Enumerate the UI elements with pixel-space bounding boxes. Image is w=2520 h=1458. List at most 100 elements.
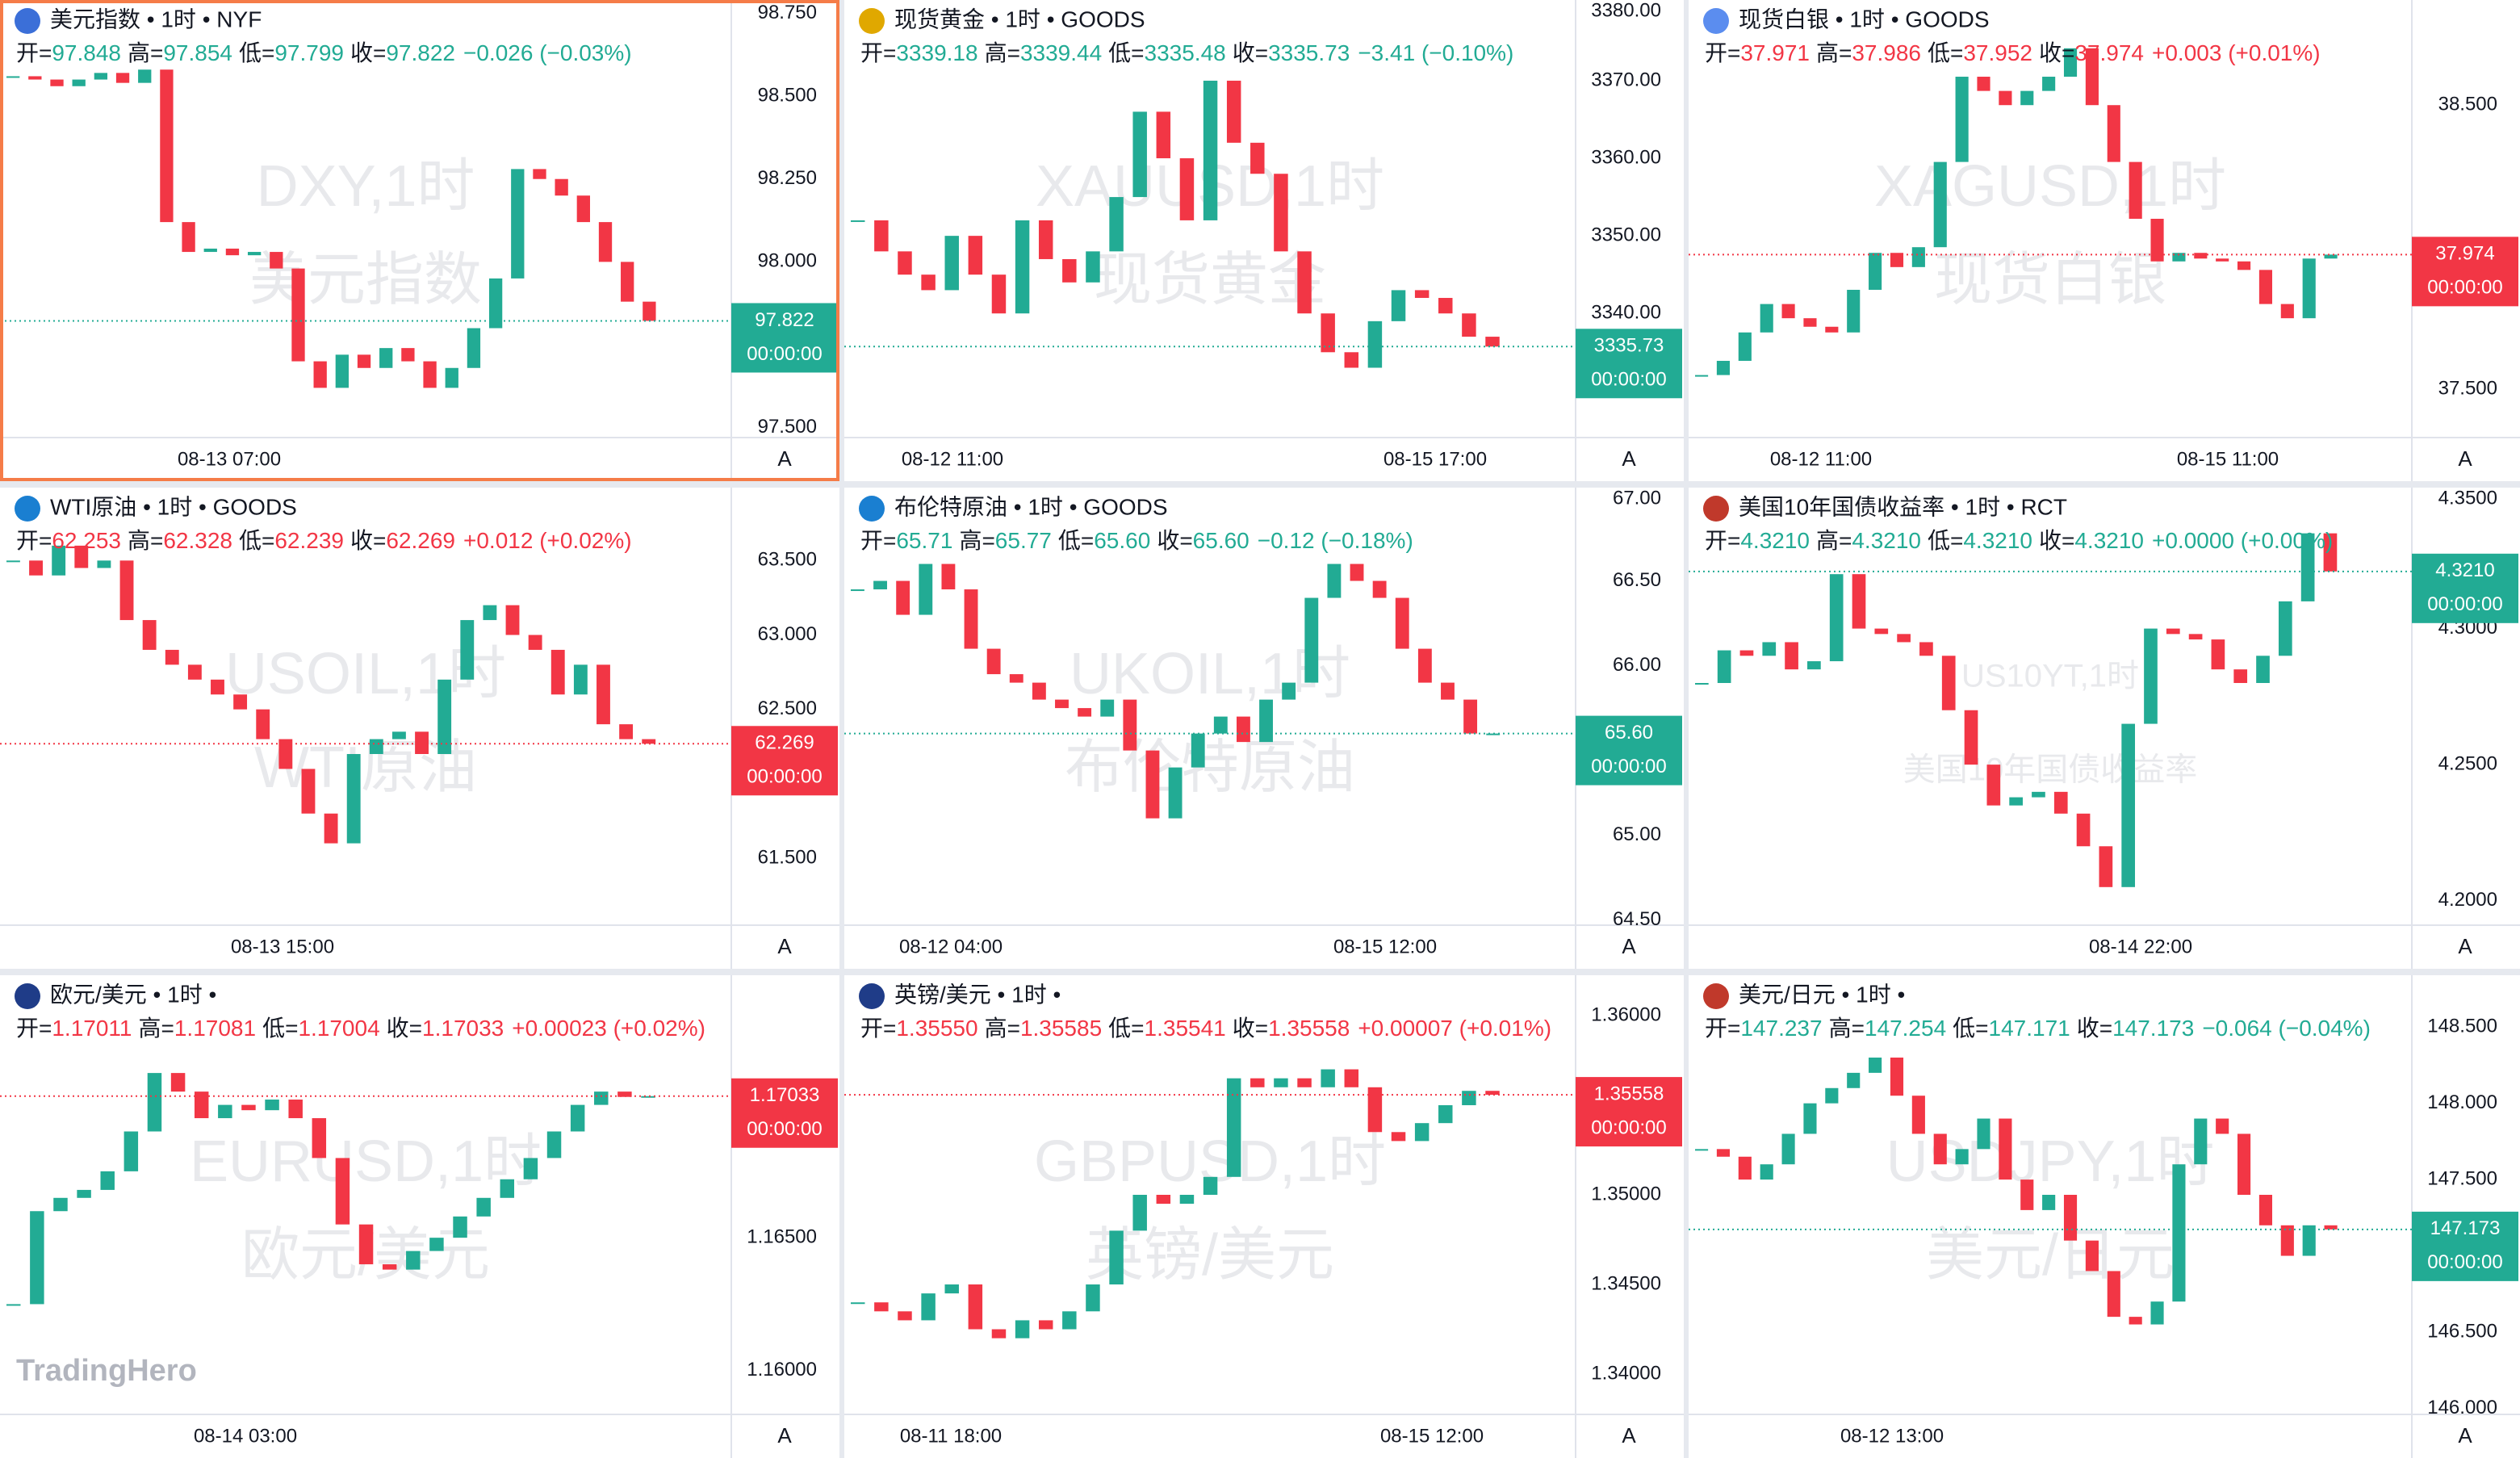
price-tick-label: 148.000: [2427, 1091, 2497, 1113]
auto-scale-button[interactable]: A: [1622, 1423, 1636, 1448]
watermark: 英镑/美元: [1086, 1223, 1334, 1288]
auto-scale-button[interactable]: A: [777, 1423, 792, 1448]
countdown-label: 00:00:00: [747, 343, 822, 365]
candle: [2237, 1133, 2251, 1195]
candle: [160, 69, 174, 223]
ohlc-value: 1.35550: [896, 1016, 977, 1041]
candle: [1911, 247, 1925, 267]
ohlc-key: 低=: [239, 40, 274, 65]
ohlc-key: 高=: [1816, 40, 1852, 65]
last-price-tag: [2412, 553, 2518, 623]
price-tick-label: 3370.00: [1591, 69, 1661, 90]
chart-panel[interactable]: US10YT,1时美国10年国债收益率4.35004.30004.25004.2…: [1689, 487, 2520, 969]
price-tick-label: 4.3500: [2438, 487, 2497, 509]
ohlc-key: 低=: [1928, 528, 1963, 553]
ohlc-key: 收=: [2039, 528, 2074, 553]
ohlc-value: 3335.48: [1145, 40, 1226, 65]
ohlc-value: 3339.18: [896, 40, 977, 65]
candle: [1203, 1176, 1218, 1195]
auto-scale-button[interactable]: A: [2458, 446, 2472, 471]
chart-panel[interactable]: EURUSD,1时欧元/美元1.165001.160001.1703300:00…: [0, 975, 839, 1458]
chart-panel[interactable]: XAUUSD,1时现货黄金3380.003370.003360.003350.0…: [844, 0, 1684, 481]
candle: [453, 1216, 467, 1238]
candle: [50, 79, 64, 86]
candle: [1869, 253, 1882, 290]
candle: [1062, 258, 1077, 283]
candle: [123, 1131, 139, 1171]
panel-background: [0, 488, 839, 969]
countdown-label: 00:00:00: [1591, 369, 1666, 391]
candle: [1941, 656, 1956, 710]
auto-scale-button[interactable]: A: [2458, 1423, 2472, 1448]
ohlc-key: 收=: [387, 1016, 422, 1041]
price-tick-label: 65.00: [1613, 823, 1661, 845]
candle: [1156, 111, 1171, 159]
chart-panel[interactable]: USOIL,1时WTI原油63.50063.00062.50061.50062.…: [0, 488, 839, 969]
candle: [1417, 648, 1432, 683]
candle: [415, 731, 429, 754]
candle: [265, 1100, 279, 1111]
candle: [2258, 270, 2273, 304]
candle: [1739, 650, 1754, 656]
symbol-title: WTI原油 • 1时 • GOODS: [50, 494, 297, 519]
ohlc-key: 收=: [2077, 1016, 2112, 1041]
ohlc-key: 低=: [1108, 1016, 1144, 1041]
ohlc-key: 高=: [1816, 528, 1852, 553]
price-tick-label: 38.500: [2438, 94, 2497, 115]
last-price-tag: [2412, 1211, 2518, 1281]
ohlc-key: 开=: [1705, 1016, 1740, 1041]
candle: [621, 262, 634, 302]
ohlc-value: 37.974: [2074, 40, 2144, 65]
candle: [278, 739, 293, 769]
candle: [1738, 332, 1752, 361]
time-label: 08-13 07:00: [178, 448, 281, 470]
candle: [991, 1329, 1007, 1339]
candle: [2302, 1225, 2316, 1256]
candle: [2323, 533, 2338, 572]
price-tick-label: 64.50: [1613, 908, 1661, 930]
ohlc-line: 开=147.237 高=147.254 低=147.171 收=147.173 −0.0…: [1705, 1016, 2371, 1041]
ohlc-value: 147.171: [1989, 1016, 2070, 1041]
auto-scale-button[interactable]: A: [777, 934, 792, 958]
ohlc-key: 低=: [239, 528, 274, 553]
ohlc-value: 147.173: [2112, 1016, 2194, 1041]
candle: [291, 268, 305, 362]
candle: [1999, 1118, 2012, 1180]
ohlc-value: 97.799: [274, 40, 344, 65]
candle: [1977, 1118, 1990, 1150]
candle: [437, 679, 452, 754]
price-tick-label: 4.2500: [2438, 752, 2497, 774]
chart-panel[interactable]: GBPUSD,1时英镑/美元1.360001.350001.345001.340…: [844, 975, 1684, 1458]
candle: [30, 1211, 44, 1305]
candle: [313, 361, 327, 388]
time-label: 08-12 04:00: [899, 936, 1003, 957]
auto-scale-button[interactable]: A: [1622, 446, 1636, 471]
auto-scale-button[interactable]: A: [1622, 934, 1636, 958]
auto-scale-button[interactable]: A: [2458, 934, 2472, 958]
candle: [2302, 258, 2316, 319]
candle: [194, 1091, 209, 1119]
candle: [77, 1189, 91, 1198]
candle: [1485, 1091, 1500, 1096]
candle: [1874, 628, 1889, 635]
panel-background: [844, 975, 1684, 1458]
time-label: 08-14 03:00: [194, 1425, 297, 1447]
symbol-title: 英镑/美元 • 1时 •: [894, 982, 1061, 1007]
candle: [335, 354, 350, 388]
candle: [1274, 174, 1288, 252]
candle: [617, 1091, 632, 1097]
candle: [1086, 1284, 1100, 1312]
candle: [1109, 197, 1124, 252]
candle: [1321, 1069, 1335, 1087]
candle: [1274, 1078, 1288, 1087]
candle: [406, 1251, 421, 1270]
chart-panel[interactable]: USDJPY,1时美元/日元148.500148.000147.500146.5…: [1689, 975, 2520, 1458]
candle: [1250, 142, 1265, 174]
candle: [346, 753, 361, 844]
candle: [1179, 1195, 1195, 1205]
auto-scale-button[interactable]: A: [777, 446, 792, 471]
candle: [1282, 682, 1296, 700]
